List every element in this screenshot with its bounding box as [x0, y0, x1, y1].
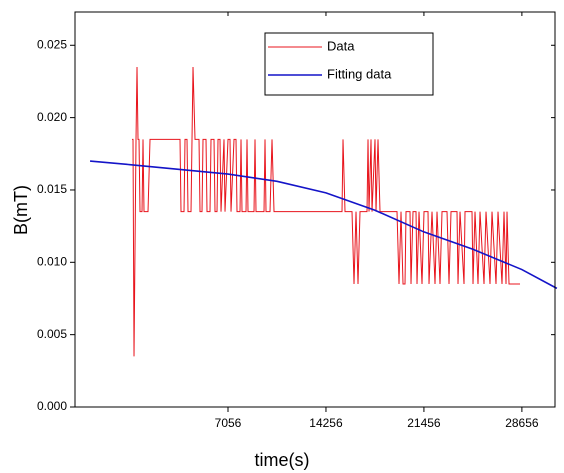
x-tick-label: 28656: [505, 416, 539, 430]
x-tick-label: 7056: [215, 416, 242, 430]
y-tick-label: 0.015: [37, 182, 67, 196]
y-tick-label: 0.025: [37, 37, 67, 51]
x-axis-label: time(s): [255, 450, 310, 470]
y-tick-label: 0.000: [37, 399, 67, 413]
data-line: [132, 66, 521, 357]
plot-frame: [74, 11, 556, 408]
y-tick-label: 0.020: [37, 110, 67, 124]
legend-label: Data: [327, 38, 355, 53]
y-tick-label: 0.010: [37, 254, 67, 268]
legend-label: Fitting data: [327, 66, 392, 81]
x-tick-label: 21456: [407, 416, 441, 430]
legend-box: [264, 32, 434, 96]
y-tick-label: 0.005: [37, 327, 67, 341]
y-axis-label: B(mT): [11, 185, 31, 235]
data-line: [89, 160, 558, 290]
x-tick-label: 14256: [309, 416, 343, 430]
